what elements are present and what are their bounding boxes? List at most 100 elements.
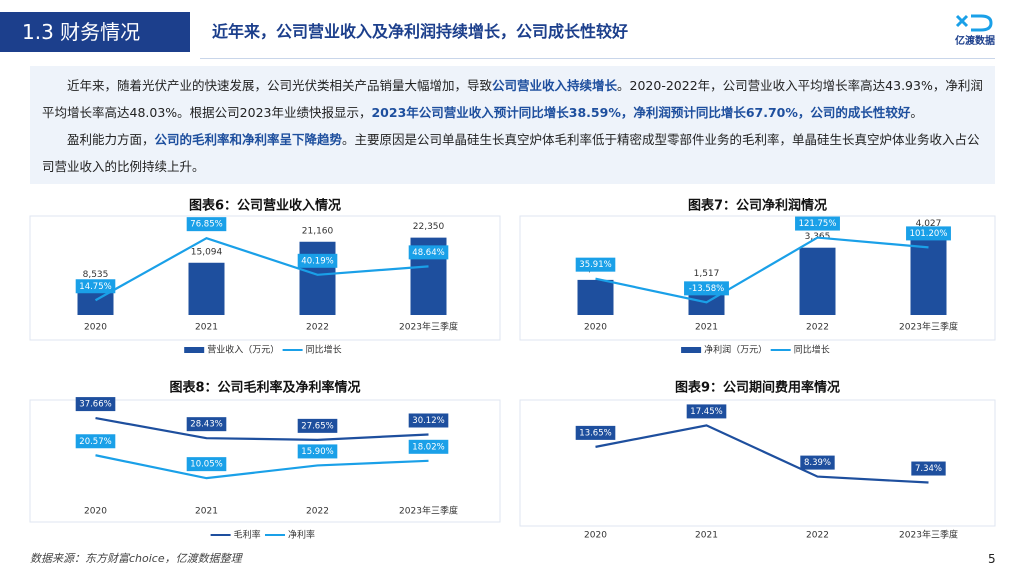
data-label: 121.75%: [799, 219, 837, 229]
bar: [799, 247, 836, 315]
label-box: [186, 217, 227, 232]
text-run: 公司的毛利率和净利率呈下降趋势: [154, 132, 343, 147]
label-box: [297, 253, 338, 268]
data-label: 20.57%: [79, 437, 111, 447]
data-label: -13.58%: [689, 284, 724, 294]
line: [94, 236, 429, 302]
data-label: 37.66%: [79, 400, 111, 410]
chart-title: 图表9：公司期间费用率情况: [675, 380, 840, 396]
label-box: [575, 425, 616, 440]
legend-label: 净利率: [288, 529, 315, 541]
legend-label: 同比增长: [306, 344, 342, 356]
x-tick-label: 2022: [306, 507, 329, 517]
data-label: 30.12%: [412, 416, 444, 426]
section-title: 1.3 财务情况: [0, 12, 190, 52]
line: [595, 236, 929, 304]
data-label: 40.19%: [301, 256, 333, 266]
panel: [519, 399, 996, 527]
paragraph: 盈利能力方面，公司的毛利率和净利率呈下降趋势。主要原因是公司单晶硅生长真空炉体毛…: [42, 126, 983, 180]
label-box: [75, 434, 116, 449]
bar-label: 1,517: [694, 269, 720, 279]
x-tick-label: 2023年三季度: [899, 321, 958, 333]
data-label: 76.85%: [190, 220, 222, 230]
data-label: 48.64%: [412, 248, 444, 258]
divider: [200, 58, 995, 59]
legend-label: 营业收入（万元）: [207, 344, 279, 356]
text-run: 。2020-2022年，公司营业收入平均增长率高达43.93%，净利润平均增长率…: [42, 78, 983, 120]
data-label: 8.39%: [804, 458, 831, 468]
legend-label: 净利润（万元）: [704, 344, 767, 356]
legend-swatch: [681, 347, 702, 353]
data-label: 35.91%: [579, 260, 611, 270]
headline: 近年来，公司营业收入及净利润持续增长，公司成长性较好: [212, 22, 629, 41]
label-box: [684, 281, 729, 296]
data-label: 7.34%: [915, 464, 942, 474]
x-tick-label: 2022: [806, 531, 829, 541]
label-box: [795, 216, 840, 231]
chart-title: 图表6：公司营业收入情况: [189, 198, 341, 214]
bar: [577, 279, 614, 315]
x-tick-label: 2020: [584, 323, 607, 333]
label-box: [297, 444, 338, 459]
x-tick-label: 2023年三季度: [399, 321, 458, 333]
label-box: [800, 455, 835, 470]
panel: [29, 215, 501, 341]
x-tick-label: 2020: [84, 507, 107, 517]
label-box: [75, 279, 116, 294]
data-label: 15.90%: [301, 447, 333, 457]
data-label: 14.75%: [79, 282, 111, 292]
text-run: 。主要原因是公司单晶硅生长真空炉体毛利率低于精密成型零部件业务的毛利率，单晶硅生…: [42, 132, 980, 174]
panel: [519, 215, 996, 341]
data-label: 18.02%: [412, 442, 444, 452]
bar: [188, 262, 225, 315]
x-tick-label: 2021: [195, 507, 218, 517]
text-run: 近年来，随着光伏产业的快速发展，公司光伏类相关产品销量大幅增加，导致: [67, 78, 493, 93]
text-run: 盈利能力方面，: [67, 132, 155, 147]
x-tick-label: 2020: [84, 323, 107, 333]
line: [595, 424, 929, 484]
label-box: [906, 226, 951, 241]
text-run: 公司营业收入持续增长: [492, 78, 618, 93]
data-label: 13.65%: [579, 428, 611, 438]
data-label: 28.43%: [190, 420, 222, 430]
data-label: 27.65%: [301, 421, 333, 431]
x-tick-label: 2020: [584, 531, 607, 541]
text-run: 2023年公司营业收入预计同比增长38.59%，净利润预计同比增长67.70%，…: [371, 105, 911, 120]
bar-label: 15,094: [191, 247, 223, 257]
chart-title: 图表8：公司毛利率及净利率情况: [169, 380, 360, 396]
x-tick-label: 2021: [695, 323, 718, 333]
data-label: 17.45%: [690, 407, 722, 417]
bar-label: 21,160: [302, 226, 334, 236]
label-box: [575, 257, 616, 272]
label-box: [186, 457, 227, 472]
bar-label: 8,535: [83, 270, 109, 280]
bar: [299, 241, 336, 315]
label-box: [408, 413, 449, 428]
text-run: 。: [910, 105, 923, 120]
x-tick-label: 2022: [306, 323, 329, 333]
paragraph: 近年来，随着光伏产业的快速发展，公司光伏类相关产品销量大幅增加，导致公司营业收入…: [42, 72, 983, 126]
source: 数据来源：东方财富choice，亿渡数据整理: [30, 552, 242, 565]
x-tick-label: 2021: [195, 323, 218, 333]
bar-label: 22,350: [413, 222, 445, 232]
legend-label: 毛利率: [234, 529, 261, 541]
page-number: 5: [988, 552, 996, 566]
x-tick-label: 2021: [695, 531, 718, 541]
label-box: [911, 461, 946, 476]
logo: 亿渡数据: [945, 14, 1005, 47]
label-box: [186, 417, 227, 432]
label-box: [297, 418, 338, 433]
label-box: [75, 397, 116, 412]
legend-label: 同比增长: [794, 344, 830, 356]
bar: [910, 234, 947, 315]
x-tick-label: 2023年三季度: [399, 505, 458, 517]
line: [95, 454, 429, 480]
label-box: [686, 404, 727, 419]
panel: [29, 399, 501, 523]
data-label: 10.05%: [190, 460, 222, 470]
x-tick-label: 2022: [806, 323, 829, 333]
data-label: 101.20%: [910, 229, 948, 239]
logo-text: 亿渡数据: [955, 36, 995, 47]
label-box: [408, 439, 449, 454]
